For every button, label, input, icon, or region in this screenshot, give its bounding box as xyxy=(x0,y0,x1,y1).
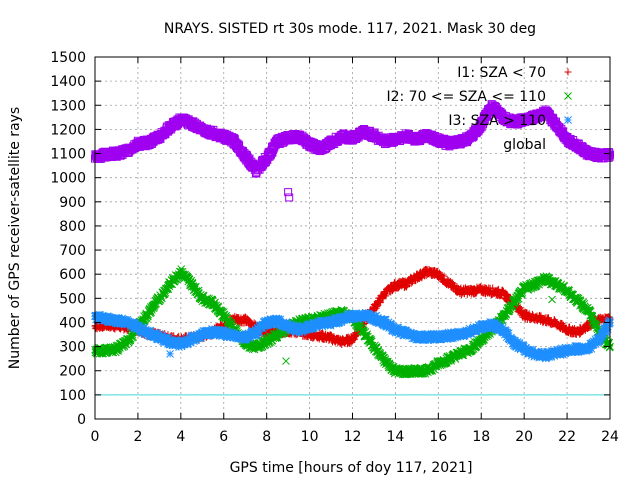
chart-title: NRAYS. SISTED rt 30s mode. 117, 2021. Ma… xyxy=(164,21,536,37)
data-marks xyxy=(91,100,614,379)
